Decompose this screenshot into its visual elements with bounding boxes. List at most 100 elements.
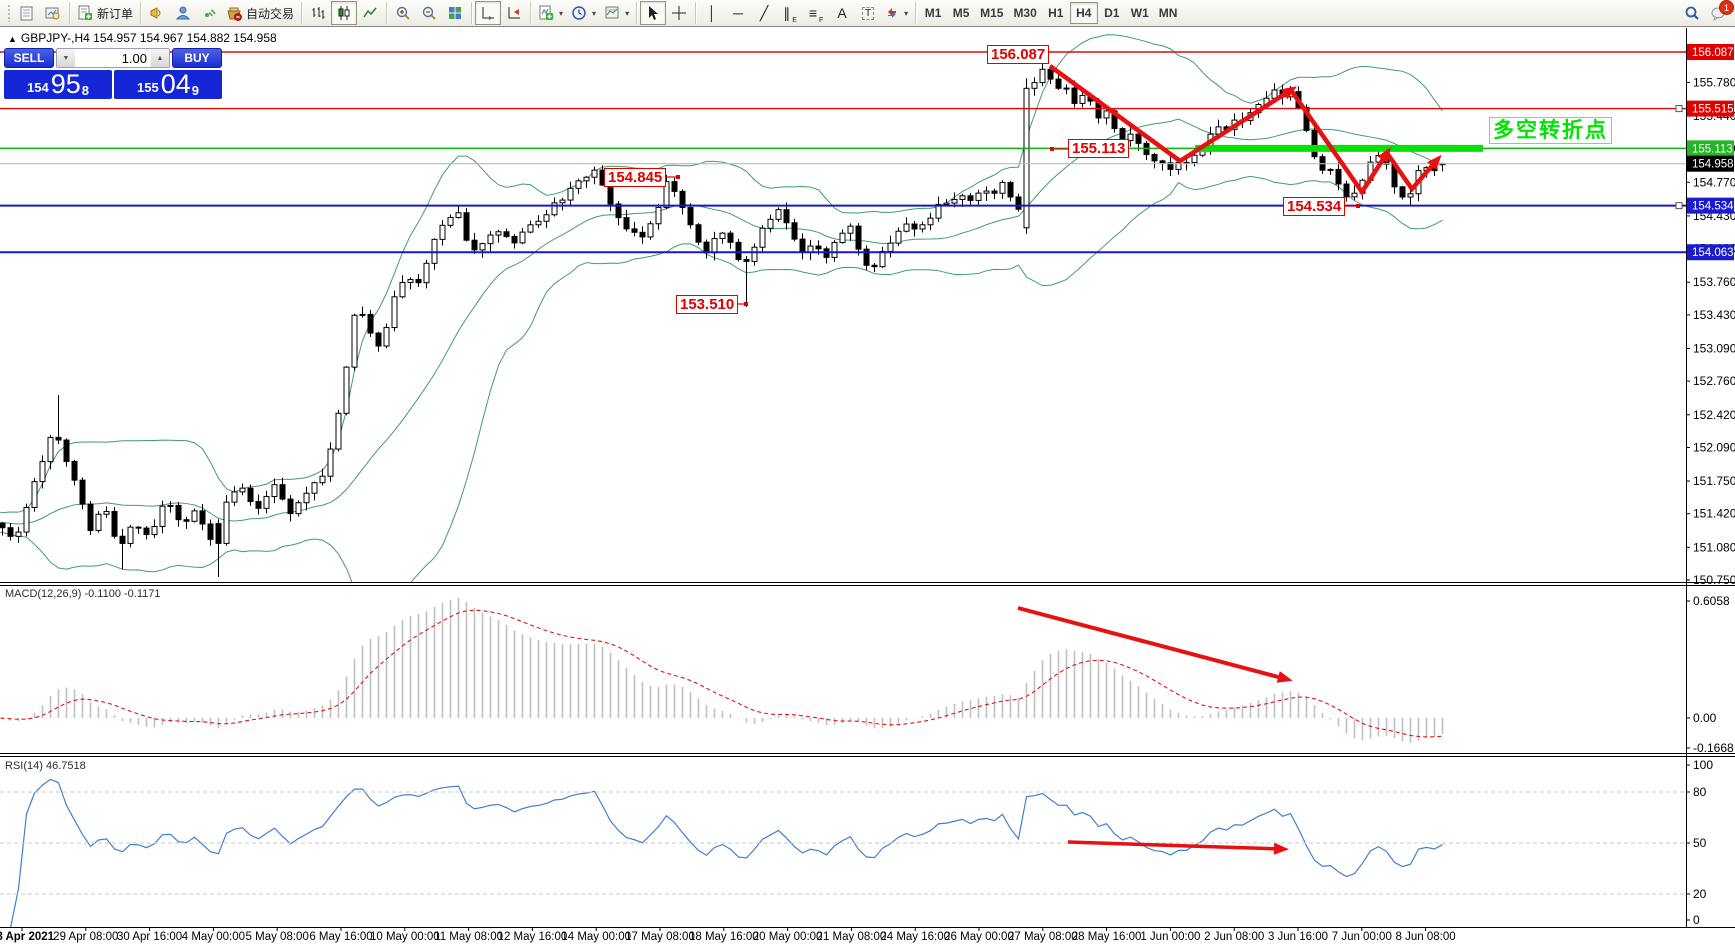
toolbar-grip[interactable] bbox=[7, 4, 11, 22]
channel-tool-button[interactable]: ∥ E bbox=[777, 1, 803, 25]
fibonacci-icon: ≡ bbox=[808, 5, 818, 21]
arrows-icon bbox=[888, 8, 897, 18]
arrows-tool-button[interactable]: ▾ bbox=[881, 1, 912, 25]
periods-button[interactable]: ▾ bbox=[567, 1, 600, 25]
autotrade-icon bbox=[227, 7, 242, 21]
fibonacci-tool-button[interactable]: ≡ F bbox=[803, 1, 829, 25]
svg-text:154.534: 154.534 bbox=[1692, 201, 1734, 213]
horn-icon bbox=[150, 7, 161, 19]
svg-text:21 May 08:00: 21 May 08:00 bbox=[817, 931, 887, 943]
buy-price-small: 155 bbox=[137, 80, 159, 95]
svg-text:26 May 00:00: 26 May 00:00 bbox=[944, 931, 1014, 943]
label-icon: T bbox=[862, 6, 875, 20]
tab-timeframe-m5[interactable]: M5 bbox=[947, 2, 975, 24]
alerts-button[interactable] bbox=[144, 1, 170, 25]
svg-text:28 Apr 2021: 28 Apr 2021 bbox=[0, 931, 55, 943]
tab-timeframe-m15[interactable]: M15 bbox=[975, 2, 1008, 24]
search-button[interactable] bbox=[1679, 1, 1705, 25]
tab-timeframe-h4[interactable]: H4 bbox=[1069, 2, 1098, 24]
svg-text:2 Jun 08:00: 2 Jun 08:00 bbox=[1204, 931, 1264, 943]
svg-text:153.430: 153.430 bbox=[1693, 308, 1735, 322]
svg-text:0: 0 bbox=[1693, 913, 1700, 927]
separator bbox=[69, 2, 70, 24]
volume-input[interactable] bbox=[75, 49, 151, 67]
collapse-panel-icon[interactable]: ▲ bbox=[8, 34, 17, 44]
zoom-out-button[interactable] bbox=[416, 1, 442, 25]
chevron-down-icon: ▾ bbox=[592, 8, 597, 18]
turning-point-note[interactable]: 多空转折点 bbox=[1489, 117, 1612, 144]
profiles-button[interactable] bbox=[40, 1, 66, 25]
svg-text:152.760: 152.760 bbox=[1693, 374, 1735, 388]
zoom-in-button[interactable] bbox=[390, 1, 416, 25]
new-order-button[interactable]: 新订单 bbox=[73, 1, 137, 25]
indicators-icon bbox=[539, 5, 554, 20]
trendline-tool-button[interactable]: ╱ bbox=[751, 1, 777, 25]
sell-price[interactable]: 154 95 8 bbox=[4, 70, 112, 99]
svg-text:152.090: 152.090 bbox=[1693, 440, 1735, 454]
text-tool-button[interactable]: A bbox=[829, 1, 855, 25]
svg-text:153.090: 153.090 bbox=[1693, 341, 1735, 355]
svg-text:29 Apr 08:00: 29 Apr 08:00 bbox=[53, 931, 118, 943]
buy-button[interactable]: BUY bbox=[172, 48, 222, 68]
price-annotation-153510[interactable]: 153.510 bbox=[676, 295, 739, 314]
price-annotation-154534[interactable]: 154.534 bbox=[1283, 197, 1346, 216]
tab-timeframe-w1[interactable]: W1 bbox=[1126, 2, 1154, 24]
svg-text:150.750: 150.750 bbox=[1693, 573, 1735, 587]
vline-tool-button[interactable]: │ bbox=[699, 1, 725, 25]
tab-timeframe-mn[interactable]: MN bbox=[1154, 2, 1183, 24]
hline-tool-button[interactable]: ─ bbox=[725, 1, 751, 25]
svg-text:0.00: 0.00 bbox=[1693, 711, 1717, 725]
signals-button[interactable] bbox=[196, 1, 222, 25]
volume-decrease-button[interactable]: ▼ bbox=[57, 49, 75, 67]
zoom-in-icon bbox=[396, 6, 410, 20]
autotrade-button[interactable]: 自动交易 bbox=[222, 1, 298, 25]
line-chart-button[interactable] bbox=[357, 1, 383, 25]
svg-text:27 May 08:00: 27 May 08:00 bbox=[1008, 931, 1078, 943]
community-button[interactable] bbox=[170, 1, 196, 25]
tab-timeframe-h1[interactable]: H1 bbox=[1042, 2, 1070, 24]
volume-increase-button[interactable]: ▲ bbox=[151, 49, 169, 67]
svg-text:154.770: 154.770 bbox=[1693, 175, 1735, 189]
buy-price[interactable]: 155 04 9 bbox=[114, 70, 222, 99]
rsi-label: RSI(14) 46.7518 bbox=[5, 760, 86, 772]
tab-timeframe-m1[interactable]: M1 bbox=[919, 2, 947, 24]
tile-windows-button[interactable] bbox=[442, 1, 468, 25]
price-annotation-155113[interactable]: 155.113 bbox=[1068, 139, 1130, 158]
svg-text:152.420: 152.420 bbox=[1693, 408, 1735, 422]
separator bbox=[386, 2, 388, 24]
svg-text:20 May 00:00: 20 May 00:00 bbox=[753, 931, 823, 943]
new-chart-button[interactable] bbox=[14, 1, 40, 25]
cursor-button[interactable] bbox=[640, 1, 667, 25]
bar-chart-button[interactable] bbox=[305, 1, 331, 25]
svg-text:0.6058: 0.6058 bbox=[1693, 594, 1730, 608]
svg-text:24 May 16:00: 24 May 16:00 bbox=[880, 931, 950, 943]
cursor-icon bbox=[649, 6, 659, 20]
crosshair-button[interactable] bbox=[666, 1, 692, 25]
tab-timeframe-m30[interactable]: M30 bbox=[1008, 2, 1041, 24]
price-annotation-154845[interactable]: 154.845 bbox=[604, 168, 667, 187]
candlestick-button[interactable] bbox=[331, 1, 358, 25]
auto-scroll-button[interactable] bbox=[475, 1, 502, 25]
svg-text:154.063: 154.063 bbox=[1692, 247, 1734, 259]
price-annotation-156087[interactable]: 156.087 bbox=[987, 45, 1050, 64]
sell-price-small: 154 bbox=[27, 80, 49, 95]
buy-price-sup: 9 bbox=[191, 83, 199, 98]
new-order-icon bbox=[78, 5, 92, 20]
tab-timeframe-d1[interactable]: D1 bbox=[1098, 2, 1126, 24]
chat-button[interactable]: 1 bbox=[1705, 0, 1734, 25]
templates-button[interactable]: ▾ bbox=[600, 1, 633, 25]
svg-text:155.780: 155.780 bbox=[1693, 75, 1735, 89]
sell-button[interactable]: SELL bbox=[4, 48, 54, 68]
svg-text:80: 80 bbox=[1693, 785, 1707, 799]
label-tool-button[interactable]: T bbox=[855, 1, 881, 25]
svg-text:151.420: 151.420 bbox=[1693, 507, 1735, 521]
new-chart-icon bbox=[20, 6, 33, 21]
auto-scroll-icon bbox=[482, 7, 495, 20]
chart-shift-button[interactable] bbox=[501, 1, 527, 25]
symbol-header-text: GBPJPY-,H4 154.957 154.967 154.882 154.9… bbox=[20, 31, 277, 45]
hline-icon: ─ bbox=[733, 5, 744, 21]
indicators-button[interactable]: ▾ bbox=[534, 1, 567, 25]
tile-windows-icon bbox=[449, 7, 462, 19]
chevron-down-icon: ▾ bbox=[559, 8, 564, 18]
